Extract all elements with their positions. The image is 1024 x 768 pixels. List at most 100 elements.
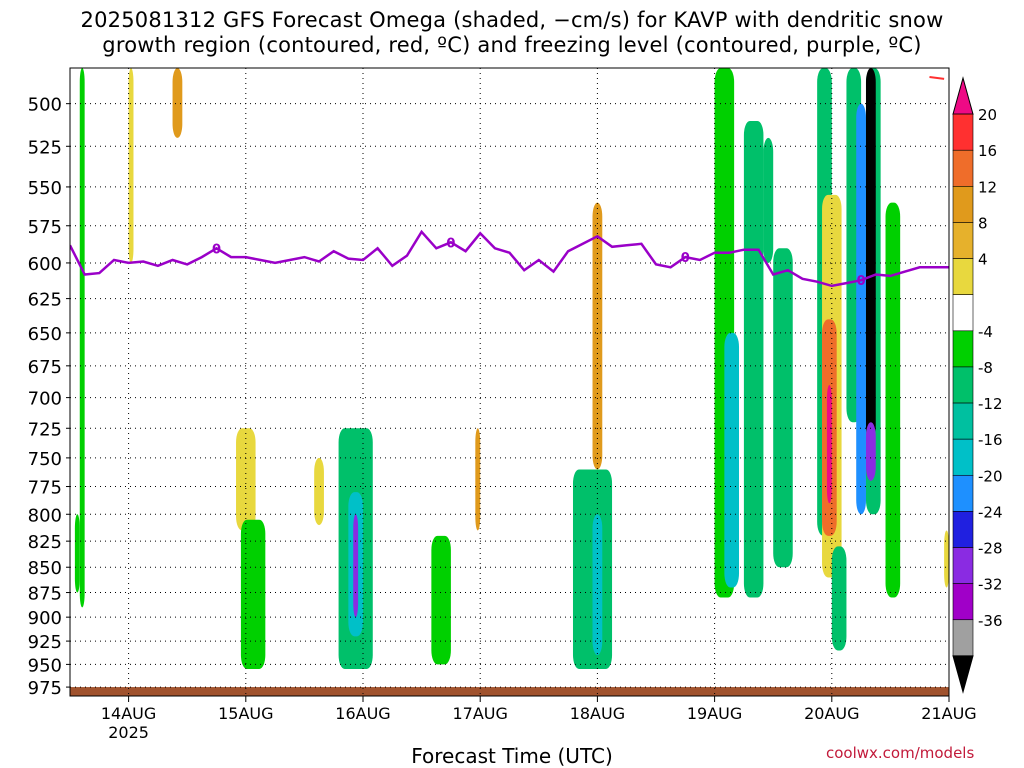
colorbar-label-1: 16 (978, 142, 997, 160)
y-tick-label-1: 525 (28, 137, 62, 158)
x-tick-label-6: 20AUG (804, 704, 859, 723)
freezing-level-line (70, 229, 949, 288)
colorbar-swatch-5 (952, 258, 974, 296)
y-tick-label-3: 575 (28, 217, 62, 238)
x-axis: 14AUG 15AUG 16AUG 17AUG 18AUG 19AUG 20AUG 21AUG… (101, 696, 977, 742)
y-tick-label-13: 825 (28, 532, 62, 553)
freezing-level-label-0: 0 (212, 242, 221, 257)
colorbar-swatch-6 (952, 294, 974, 332)
y-tick-label-7: 675 (28, 357, 62, 378)
y-tick-label-11: 775 (28, 478, 62, 499)
y-axis: 500 525 550 575 600 625 650 675 700 725 750 775 800 8… (28, 95, 70, 699)
colorbar-swatch-2 (952, 149, 974, 187)
colorbar-label-0: 20 (978, 106, 997, 124)
chart-title: 2025081312 GFS Forecast Omega (shaded, −… (0, 8, 1024, 58)
x-axis-title: Forecast Time (UTC) (411, 744, 613, 768)
freezing-level-label-2: 0 (681, 251, 690, 266)
omega-cell-16 (724, 332, 740, 588)
y-tick-label-8: 700 (28, 389, 62, 410)
y-tick-label-17: 925 (28, 632, 62, 653)
colorbar-label-12: -32 (978, 576, 1003, 594)
omega-cell-18 (763, 137, 774, 263)
colorbar-swatch-9 (952, 402, 974, 440)
omega-cell-11 (475, 428, 481, 531)
colorbar-label-10: -24 (978, 503, 1003, 521)
x-tick-label-7: 21AUG (921, 704, 976, 723)
y-tick-label-9: 725 (28, 419, 62, 440)
omega-cell-28 (865, 68, 876, 441)
omega-cell-31 (944, 530, 949, 588)
dendritic-growth-contour (929, 76, 945, 80)
omega-cell-29 (865, 422, 876, 481)
omega-cell-30 (885, 202, 901, 598)
omega-cell-19 (773, 248, 793, 568)
colorbar-swatch-1 (952, 113, 974, 151)
omega-cell-1 (74, 514, 80, 593)
y-tick-label-4: 600 (28, 254, 62, 275)
colorbar-swatch-4 (952, 222, 974, 259)
omega-cell-6 (314, 457, 324, 526)
colorbar-label-11: -28 (978, 540, 1003, 558)
y-tick-label-12: 800 (28, 505, 62, 526)
y-tick-label-16: 900 (28, 608, 62, 629)
colorbar-label-7: -12 (978, 395, 1003, 413)
colorbar-swatch-10 (952, 438, 974, 476)
y-tick-label-18: 950 (28, 655, 62, 676)
omega-cell-3 (172, 68, 183, 138)
colorbar-label-8: -16 (978, 431, 1003, 449)
freezing-level-contour: 0 0 0 0 (70, 76, 949, 289)
omega-cell-23 (826, 385, 832, 504)
omega-cell-24 (831, 546, 847, 651)
colorbar-label-4: 4 (978, 251, 988, 269)
x-tick-sublabel: 2025 (108, 723, 149, 742)
colorbar-label-9: -20 (978, 467, 1003, 485)
colorbar-swatch-12 (952, 511, 974, 548)
x-tick-label-3: 17AUG (452, 704, 507, 723)
omega-cell-0 (79, 68, 85, 608)
x-tick-label-4: 18AUG (570, 704, 625, 723)
omega-cell-26 (856, 103, 866, 515)
y-tick-label-15: 875 (28, 584, 62, 605)
colorbar-label-6: -8 (978, 359, 993, 377)
freezing-level-label-3: 0 (857, 274, 866, 289)
y-tick-label-5: 625 (28, 290, 62, 311)
colorbar-label-2: 12 (978, 178, 997, 196)
colorbar-top-arrow (952, 76, 974, 115)
y-tick-label-10: 750 (28, 449, 62, 470)
chart-title-line-1: 2025081312 GFS Forecast Omega (shaded, −… (80, 8, 944, 32)
colorbar-swatch-7 (952, 330, 974, 368)
surface-terrain-band (70, 687, 949, 696)
colorbar: 20 16 12 8 4 -4 -8 -12 -16 -20 -24 -28 -32 -36 (952, 76, 1003, 694)
colorbar-swatch-11 (952, 474, 974, 512)
y-tick-label-0: 500 (28, 95, 62, 116)
omega-cell-5 (240, 519, 266, 669)
colorbar-swatch-8 (952, 366, 974, 404)
omega-cell-17 (743, 120, 764, 598)
colorbar-label-5: -4 (978, 323, 993, 341)
colorbar-swatch-13 (952, 547, 974, 584)
colorbar-bottom-arrow (952, 655, 974, 694)
omega-shading (70, 68, 949, 696)
site-credit[interactable]: coolwx.com/models (826, 744, 975, 762)
x-tick-label-5: 19AUG (687, 704, 742, 723)
omega-cell-10 (431, 535, 451, 665)
x-tick-label-2: 16AUG (335, 704, 390, 723)
omega-cell-14 (592, 202, 603, 470)
x-tick-label-0: 14AUG (101, 704, 156, 723)
freezing-level-label-1: 0 (446, 236, 455, 251)
omega-cell-2 (128, 68, 134, 263)
plot-frame (69, 67, 950, 697)
colorbar-swatch-15 (952, 619, 974, 657)
chart-title-line-2: growth region (contoured, red, ºC) and f… (102, 33, 922, 57)
y-tick-label-19: 975 (28, 678, 62, 699)
x-tick-label-1: 15AUG (218, 704, 273, 723)
colorbar-label-13: -36 (978, 612, 1003, 630)
omega-cell-13 (592, 514, 603, 656)
omega-cell-9 (353, 514, 359, 618)
colorbar-label-3: 8 (978, 214, 988, 232)
y-tick-label-6: 650 (28, 324, 62, 345)
colorbar-swatch-14 (952, 583, 974, 621)
y-tick-label-2: 550 (28, 178, 62, 199)
omega-cell-4 (236, 428, 256, 531)
